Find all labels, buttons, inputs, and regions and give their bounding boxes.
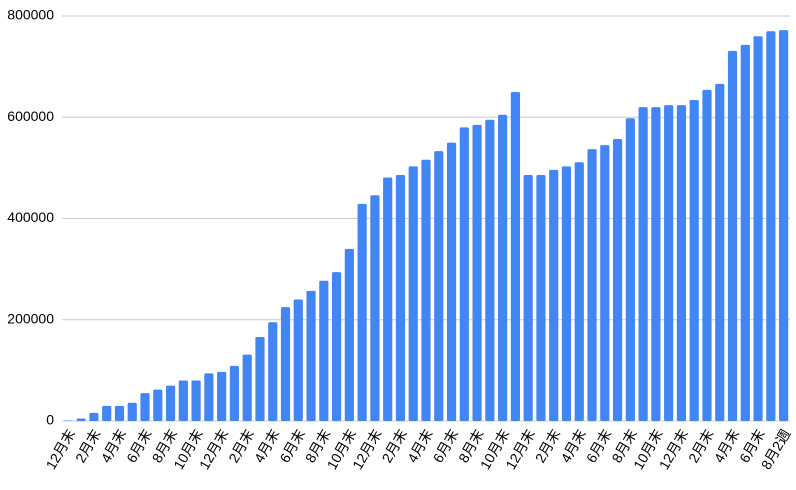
bar bbox=[319, 280, 329, 421]
bar bbox=[638, 107, 648, 421]
bar bbox=[664, 105, 674, 421]
x-tick-label: 12月末 bbox=[43, 426, 79, 472]
y-tick-label: 600000 bbox=[7, 108, 54, 124]
x-tick-label: 4月末 bbox=[404, 426, 436, 465]
bar bbox=[204, 373, 214, 421]
x-tick-label: 6月末 bbox=[430, 426, 462, 465]
bar bbox=[536, 174, 546, 421]
bar bbox=[446, 142, 457, 421]
x-tick-label: 2月末 bbox=[379, 426, 411, 465]
bar bbox=[408, 166, 418, 421]
bar bbox=[472, 124, 482, 421]
y-tick-label: 200000 bbox=[7, 310, 54, 326]
bar bbox=[434, 151, 444, 421]
bar bbox=[89, 412, 99, 421]
bar bbox=[76, 418, 86, 421]
y-tick-label: 800000 bbox=[7, 7, 54, 23]
x-tick-label: 4月末 bbox=[251, 426, 283, 465]
bar bbox=[574, 162, 584, 421]
bar bbox=[676, 105, 687, 421]
bar bbox=[102, 405, 112, 421]
x-tick-label: 6月末 bbox=[276, 426, 308, 465]
bar bbox=[268, 322, 278, 421]
bar bbox=[344, 248, 354, 421]
bar bbox=[127, 402, 137, 421]
x-tick-label: 2月末 bbox=[685, 426, 717, 465]
x-tick-label: 6月末 bbox=[123, 426, 155, 465]
bar bbox=[293, 299, 303, 421]
bar bbox=[779, 30, 789, 422]
bar bbox=[587, 149, 597, 422]
bar bbox=[523, 174, 533, 421]
x-tick-label: 2月末 bbox=[225, 426, 257, 465]
bar bbox=[331, 272, 342, 421]
bar bbox=[766, 31, 776, 421]
bar bbox=[753, 36, 763, 421]
bar bbox=[178, 380, 188, 421]
bar bbox=[651, 107, 661, 421]
bar bbox=[459, 127, 469, 421]
bar bbox=[255, 336, 265, 421]
bar bbox=[740, 44, 750, 421]
bar bbox=[114, 405, 125, 421]
y-tick-label: 0 bbox=[46, 412, 54, 428]
x-tick-label: 4月末 bbox=[711, 426, 743, 465]
bar bbox=[191, 380, 201, 421]
y-tick-label: 400000 bbox=[7, 209, 54, 225]
x-tick-label: 2月末 bbox=[72, 426, 104, 465]
bar bbox=[242, 354, 252, 421]
bar bbox=[383, 177, 393, 421]
bar bbox=[727, 50, 738, 422]
bar bbox=[625, 118, 635, 421]
bar bbox=[549, 169, 559, 421]
bar bbox=[702, 89, 712, 421]
bar bbox=[689, 100, 699, 421]
bar bbox=[421, 159, 431, 421]
bar bbox=[370, 195, 380, 421]
x-tick-label: 4月末 bbox=[557, 426, 589, 465]
bar bbox=[165, 385, 176, 421]
x-tick-label: 2月末 bbox=[532, 426, 564, 465]
bar bbox=[280, 307, 291, 421]
bar bbox=[153, 389, 163, 421]
bar bbox=[600, 145, 610, 421]
bar bbox=[510, 91, 521, 421]
bar bbox=[395, 174, 406, 421]
bar bbox=[140, 393, 150, 421]
x-tick-label: 4月末 bbox=[98, 426, 130, 465]
bar bbox=[229, 365, 240, 421]
x-tick-label: 6月末 bbox=[583, 426, 615, 465]
bar bbox=[306, 290, 316, 421]
bar bbox=[715, 83, 725, 422]
bar bbox=[561, 166, 572, 421]
bar bbox=[357, 203, 367, 421]
bar bbox=[612, 139, 623, 422]
bar bbox=[63, 420, 73, 421]
bar bbox=[485, 119, 495, 421]
bar bbox=[498, 114, 508, 421]
bar bbox=[217, 371, 227, 421]
